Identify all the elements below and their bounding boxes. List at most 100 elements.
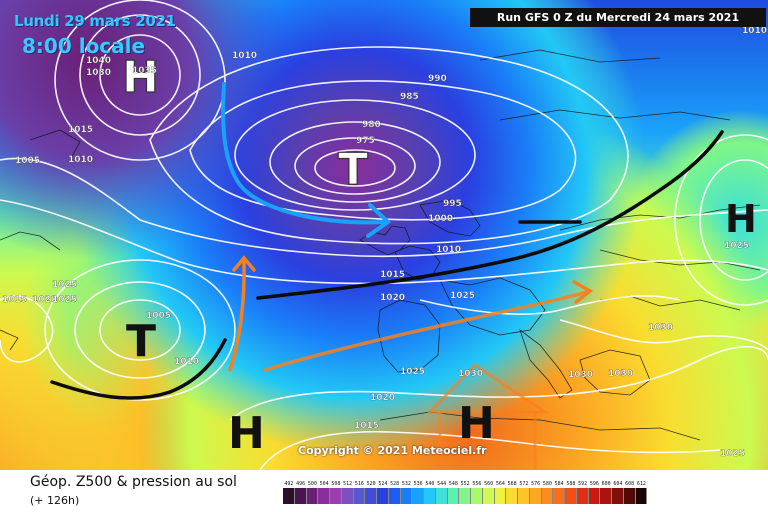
scale-swatch xyxy=(318,488,330,504)
scale-label: 576 xyxy=(531,481,541,487)
isobar-label: 1010 xyxy=(232,51,257,61)
isobar-label: 1015 xyxy=(354,421,379,431)
scale-label: 536 xyxy=(413,481,423,487)
scale-label: 528 xyxy=(390,481,400,487)
scale-label: 568 xyxy=(507,481,517,487)
scale-swatch xyxy=(341,488,354,504)
scale-step: 512 xyxy=(341,480,354,504)
scale-step: 568 xyxy=(506,480,518,504)
scale-swatch xyxy=(283,488,295,504)
weather-map: H T H T H H 1010 1040 1030 1035 1010 101… xyxy=(0,0,768,470)
isobar-label: 1030 xyxy=(648,323,673,333)
isobar-label: 1030 xyxy=(458,369,483,379)
isobar-label: 1005 xyxy=(146,311,171,321)
z500-field: H T H T H H 1010 1040 1030 1035 1010 101… xyxy=(0,0,768,470)
forecast-date: Lundi 29 mars 2021 xyxy=(14,12,176,30)
scale-label: 492 xyxy=(284,481,294,487)
scale-label: 512 xyxy=(343,481,353,487)
scale-label: 496 xyxy=(296,481,306,487)
isobar-label: 1030 xyxy=(568,370,593,380)
isobar-label: 1025 xyxy=(720,449,745,459)
scale-step: 576 xyxy=(529,480,542,504)
scale-step: 504 xyxy=(318,480,330,504)
low-pressure-center: T xyxy=(338,144,368,195)
scale-swatch xyxy=(471,488,483,504)
scale-swatch xyxy=(600,488,612,504)
scale-swatch xyxy=(353,488,366,504)
scale-swatch xyxy=(377,488,389,504)
scale-step: 552 xyxy=(459,480,471,504)
high-pressure-center: H xyxy=(725,197,757,241)
isobar-label: 1015 xyxy=(2,295,27,305)
scale-swatch xyxy=(541,488,554,504)
scale-step: 596 xyxy=(588,480,601,504)
isobar-label: 1015 xyxy=(68,125,93,135)
scale-label: 540 xyxy=(425,481,435,487)
scale-step: 564 xyxy=(494,480,507,504)
scale-step: 516 xyxy=(353,480,366,504)
scale-label: 572 xyxy=(519,481,529,487)
scale-label: 524 xyxy=(378,481,388,487)
scale-label: 588 xyxy=(566,481,576,487)
scale-label: 592 xyxy=(578,481,588,487)
isobar-label: 1025 xyxy=(52,280,77,290)
scale-step: 548 xyxy=(447,480,460,504)
scale-label: 508 xyxy=(331,481,341,487)
isobars xyxy=(0,0,768,470)
scale-label: 600 xyxy=(601,481,611,487)
scale-step: 572 xyxy=(518,480,530,504)
isobar-label: 985 xyxy=(400,92,419,102)
scale-label: 520 xyxy=(366,481,376,487)
isobar-label: 1020 xyxy=(32,295,57,305)
isobar-label: 1010 xyxy=(68,155,93,165)
scale-label: 584 xyxy=(554,481,564,487)
scale-swatch xyxy=(588,488,601,504)
scale-swatch xyxy=(365,488,377,504)
isobar-label: 1020 xyxy=(380,293,405,303)
isobar-label: 1025 xyxy=(724,241,749,251)
scale-step: 588 xyxy=(565,480,577,504)
scale-step: 520 xyxy=(365,480,377,504)
scale-swatch xyxy=(306,488,319,504)
scale-step: 528 xyxy=(388,480,401,504)
scale-label: 560 xyxy=(484,481,494,487)
scale-label: 596 xyxy=(589,481,599,487)
scale-step: 580 xyxy=(541,480,554,504)
scale-label: 580 xyxy=(542,481,552,487)
scale-step: 560 xyxy=(482,480,495,504)
map-title: Géop. Z500 & pression au sol xyxy=(30,474,237,490)
scale-label: 500 xyxy=(307,481,317,487)
isobar-label: 1030 xyxy=(86,68,111,78)
scale-step: 500 xyxy=(306,480,319,504)
copyright-notice: Copyright © 2021 Meteociel.fr xyxy=(298,444,487,457)
high-pressure-center: H xyxy=(228,408,265,459)
scale-step: 604 xyxy=(612,480,624,504)
scale-step: 608 xyxy=(623,480,636,504)
legend-footer: Géop. Z500 & pression au sol (+ 126h) 49… xyxy=(0,470,768,512)
scale-step: 556 xyxy=(471,480,483,504)
scale-swatch xyxy=(400,488,413,504)
scale-step: 540 xyxy=(424,480,436,504)
scale-swatch xyxy=(576,488,589,504)
scale-label: 556 xyxy=(472,481,482,487)
isobar-label: 1040 xyxy=(86,56,111,66)
scale-swatch xyxy=(435,488,448,504)
scale-swatch xyxy=(612,488,624,504)
scale-swatch xyxy=(447,488,460,504)
scale-label: 612 xyxy=(636,481,646,487)
scale-swatch xyxy=(412,488,424,504)
scale-label: 548 xyxy=(448,481,458,487)
scale-step: 496 xyxy=(294,480,307,504)
scale-swatch xyxy=(565,488,577,504)
forecast-lead: (+ 126h) xyxy=(30,494,80,507)
isobar-label: 1025 xyxy=(450,291,475,301)
scale-swatch xyxy=(529,488,542,504)
z500-color-scale: 492 496 500 504 508 512 516 520 524 528 532 536 540 5… xyxy=(283,480,648,504)
scale-step: 532 xyxy=(400,480,413,504)
isobar-label: 1025 xyxy=(52,295,77,305)
isobar-label: 975 xyxy=(356,136,375,146)
scale-step: 612 xyxy=(635,480,648,504)
scale-label: 552 xyxy=(460,481,470,487)
isobar-label: 1020 xyxy=(370,393,395,403)
isobar-label: 1030 xyxy=(608,369,633,379)
